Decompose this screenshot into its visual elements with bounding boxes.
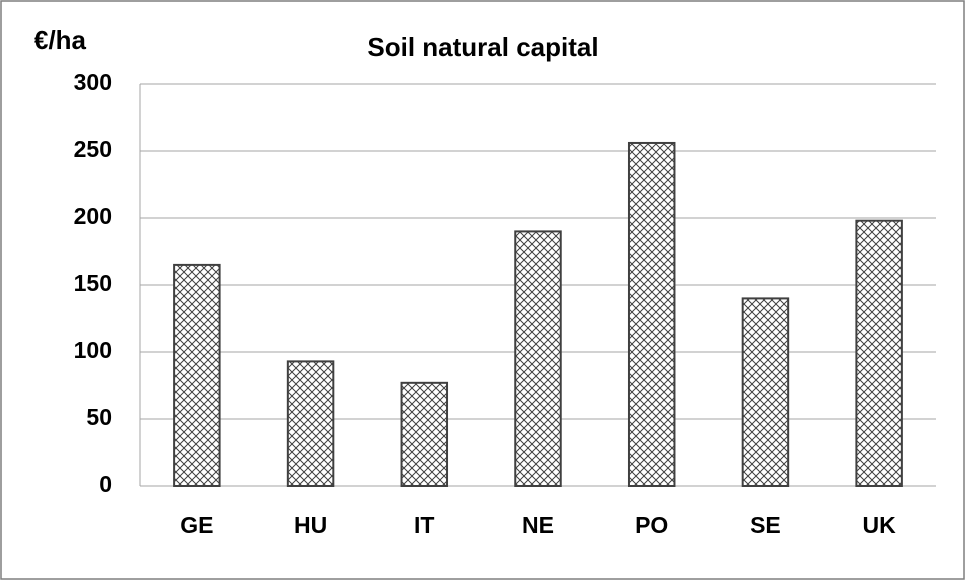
y-tick-label: 100 (74, 337, 112, 363)
y-tick-label: 50 (86, 404, 112, 430)
y-tick-label: 200 (74, 203, 112, 229)
x-tick-label: IT (414, 512, 434, 538)
x-tick-label: HU (294, 512, 327, 538)
bar (855, 219, 903, 487)
x-tick-label: SE (750, 512, 781, 538)
y-tick-label: 0 (99, 471, 112, 497)
chart-title: Soil natural capital (367, 32, 598, 62)
bar (173, 263, 221, 487)
x-tick-label: GE (180, 512, 213, 538)
y-tick-label: 300 (74, 69, 112, 95)
bar (741, 297, 790, 487)
bar (627, 141, 676, 488)
x-tick-label: PO (635, 512, 668, 538)
bar (400, 381, 449, 488)
x-tick-label: UK (863, 512, 897, 538)
y-axis-label: €/ha (34, 25, 87, 55)
y-tick-label: 250 (74, 136, 112, 162)
y-tick-label: 150 (74, 270, 112, 296)
bar (514, 230, 562, 487)
x-tick-label: NE (522, 512, 554, 538)
bar (286, 360, 335, 488)
